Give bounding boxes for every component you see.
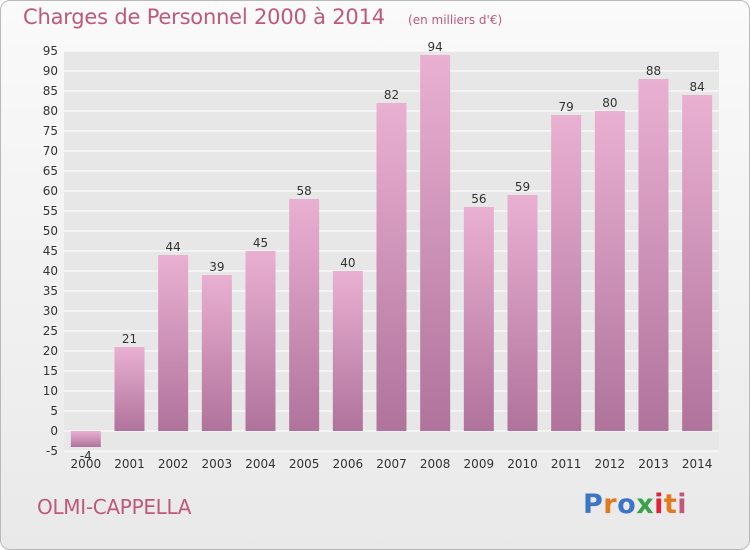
x-tick-label: 2014	[682, 457, 713, 471]
bar-value-label: 40	[340, 256, 355, 270]
bar	[638, 79, 669, 431]
bar-value-label: 45	[253, 236, 268, 250]
y-tick-label: 65	[43, 164, 58, 178]
y-tick-label: -5	[46, 444, 58, 458]
bar	[289, 199, 320, 431]
y-tick-label: 55	[43, 204, 58, 218]
y-tick-label: 15	[43, 364, 58, 378]
logo-letter: i	[654, 489, 664, 520]
bar-value-label: 39	[209, 260, 224, 274]
bar	[463, 207, 494, 431]
x-tick-label: 2013	[638, 457, 669, 471]
bar-value-label: 88	[646, 64, 661, 78]
x-tick-label: 2010	[507, 457, 538, 471]
chart-subtitle: (en milliers d'€)	[408, 13, 503, 27]
x-tick-label: 2009	[464, 457, 495, 471]
bar-value-label: 82	[384, 88, 399, 102]
bar-value-label: 94	[428, 40, 443, 54]
bar	[682, 95, 713, 431]
x-tick-label: 2001	[114, 457, 145, 471]
x-tick-label: 2004	[245, 457, 276, 471]
y-tick-label: 20	[43, 344, 58, 358]
logo-letter: x	[636, 489, 655, 520]
bar	[332, 271, 363, 431]
y-tick-label: 95	[43, 44, 58, 58]
bar-value-label: 80	[602, 96, 617, 110]
bar	[507, 195, 538, 431]
x-tick-label: 2003	[202, 457, 233, 471]
x-tick-label: 2002	[158, 457, 189, 471]
y-tick-label: 5	[50, 404, 58, 418]
bar-value-label: 79	[559, 100, 574, 114]
y-tick-label: 90	[43, 64, 58, 78]
y-tick-label: 30	[43, 304, 58, 318]
x-tick-label: 2012	[595, 457, 626, 471]
bar-value-label: 84	[690, 80, 705, 94]
bar	[70, 431, 101, 447]
bar	[114, 347, 145, 431]
x-tick-label: 2000	[71, 457, 102, 471]
logo-letter: P	[583, 489, 604, 520]
bar	[551, 115, 582, 431]
chart-header: Charges de Personnel 2000 à 2014 (en mil…	[23, 5, 502, 29]
proxiti-logo[interactable]: Proxiti	[583, 489, 687, 520]
y-tick-label: 40	[43, 264, 58, 278]
bar	[201, 275, 232, 431]
y-tick-label: 50	[43, 224, 58, 238]
bar-value-label: 21	[122, 332, 137, 346]
x-tick-label: 2007	[376, 457, 407, 471]
y-tick-label: 75	[43, 124, 58, 138]
logo-letter: t	[663, 489, 678, 520]
bar-value-label: 44	[166, 240, 181, 254]
x-tick-label: 2011	[551, 457, 582, 471]
y-tick-label: 80	[43, 104, 58, 118]
y-tick-label: 60	[43, 184, 58, 198]
bar	[420, 55, 451, 431]
x-tick-label: 2005	[289, 457, 320, 471]
logo-letter: r	[603, 489, 618, 520]
bar	[158, 255, 189, 431]
chart-title: Charges de Personnel 2000 à 2014	[23, 5, 385, 29]
logo-letter: o	[617, 489, 637, 520]
y-tick-label: 10	[43, 384, 58, 398]
y-tick-label: 45	[43, 244, 58, 258]
y-tick-label: 25	[43, 324, 58, 338]
bar-value-label: 56	[471, 192, 486, 206]
logo-letter: i	[677, 489, 688, 520]
bar-value-label: 59	[515, 180, 530, 194]
y-tick-label: 85	[43, 84, 58, 98]
x-tick-label: 2006	[333, 457, 364, 471]
commune-name: OLMI-CAPPELLA	[37, 495, 192, 519]
y-tick-label: 70	[43, 144, 58, 158]
bar	[594, 111, 625, 431]
y-tick-label: 0	[50, 424, 58, 438]
x-tick-label: 2008	[420, 457, 451, 471]
bar-value-label: -4	[80, 449, 92, 463]
bar-value-label: 58	[297, 184, 312, 198]
y-tick-label: 35	[43, 284, 58, 298]
bar	[245, 251, 276, 431]
bar	[376, 103, 407, 431]
